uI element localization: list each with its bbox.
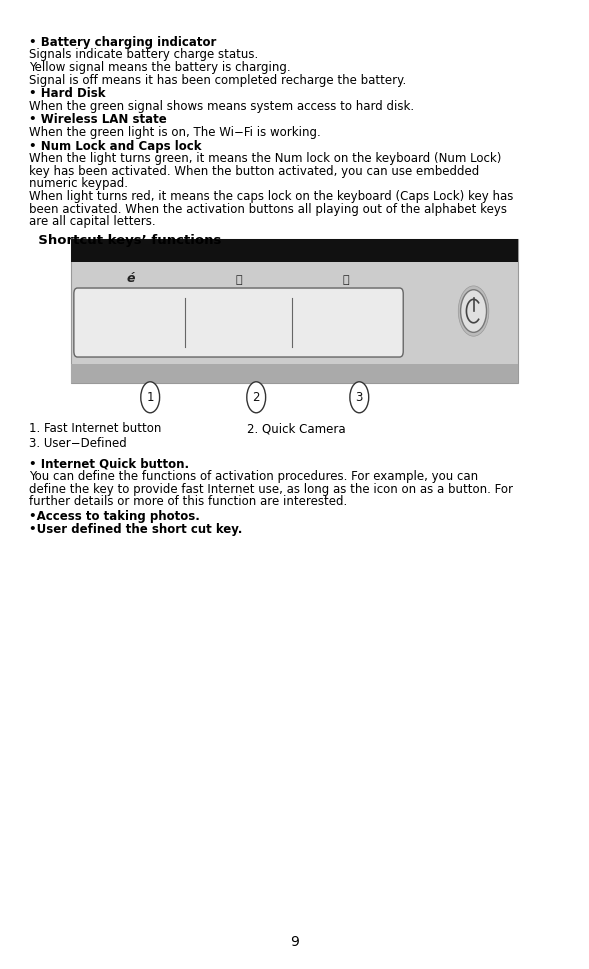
- Text: When the green signal shows means system access to hard disk.: When the green signal shows means system…: [29, 100, 415, 112]
- FancyBboxPatch shape: [74, 288, 403, 357]
- Text: • Num Lock and Caps lock: • Num Lock and Caps lock: [29, 140, 202, 152]
- Text: • Hard Disk: • Hard Disk: [29, 87, 106, 100]
- Text: Signals indicate battery charge status.: Signals indicate battery charge status.: [29, 48, 259, 61]
- Text: been activated. When the activation buttons all playing out of the alphabet keys: been activated. When the activation butt…: [29, 203, 508, 215]
- Text: • Wireless LAN state: • Wireless LAN state: [29, 113, 167, 126]
- Text: When the light turns green, it means the Num lock on the keyboard (Num Lock): When the light turns green, it means the…: [29, 152, 502, 165]
- Circle shape: [458, 286, 489, 336]
- Text: •User defined the short cut key.: •User defined the short cut key.: [29, 523, 243, 536]
- Text: • Battery charging indicator: • Battery charging indicator: [29, 36, 217, 48]
- FancyBboxPatch shape: [71, 364, 518, 383]
- Text: 📷: 📷: [235, 275, 242, 285]
- Circle shape: [350, 382, 369, 413]
- Text: When the green light is on, The Wi−Fi is working.: When the green light is on, The Wi−Fi is…: [29, 126, 321, 139]
- Text: Shortcut keys’ functions: Shortcut keys’ functions: [29, 234, 222, 246]
- Text: further details or more of this function are interested.: further details or more of this function…: [29, 495, 348, 508]
- Circle shape: [141, 382, 160, 413]
- Text: are all capital letters.: are all capital letters.: [29, 215, 156, 228]
- Text: 9: 9: [290, 935, 299, 949]
- Text: 3: 3: [356, 391, 363, 404]
- Circle shape: [461, 290, 487, 332]
- Text: key has been activated. When the button activated, you can use embedded: key has been activated. When the button …: [29, 165, 479, 177]
- Text: 2. Quick Camera: 2. Quick Camera: [247, 422, 346, 435]
- Text: 👤: 👤: [343, 275, 349, 285]
- Text: define the key to provide fast Internet use, as long as the icon on as a button.: define the key to provide fast Internet …: [29, 483, 514, 495]
- Text: •Access to taking photos.: •Access to taking photos.: [29, 510, 200, 522]
- FancyBboxPatch shape: [71, 239, 518, 383]
- Text: • Internet Quick button.: • Internet Quick button.: [29, 457, 190, 470]
- Text: 1. Fast Internet button: 1. Fast Internet button: [29, 422, 162, 435]
- Text: 1: 1: [147, 391, 154, 404]
- Text: Signal is off means it has been completed recharge the battery.: Signal is off means it has been complete…: [29, 74, 406, 86]
- Text: 2: 2: [253, 391, 260, 404]
- Text: é: é: [127, 272, 135, 285]
- FancyBboxPatch shape: [71, 239, 518, 263]
- Text: 3. User−Defined: 3. User−Defined: [29, 437, 127, 450]
- Circle shape: [247, 382, 266, 413]
- Text: When light turns red, it means the caps lock on the keyboard (Caps Lock) key has: When light turns red, it means the caps …: [29, 190, 514, 203]
- Text: Yellow signal means the battery is charging.: Yellow signal means the battery is charg…: [29, 61, 291, 74]
- Text: You can define the functions of activation procedures. For example, you can: You can define the functions of activati…: [29, 470, 479, 483]
- Text: numeric keypad.: numeric keypad.: [29, 177, 128, 190]
